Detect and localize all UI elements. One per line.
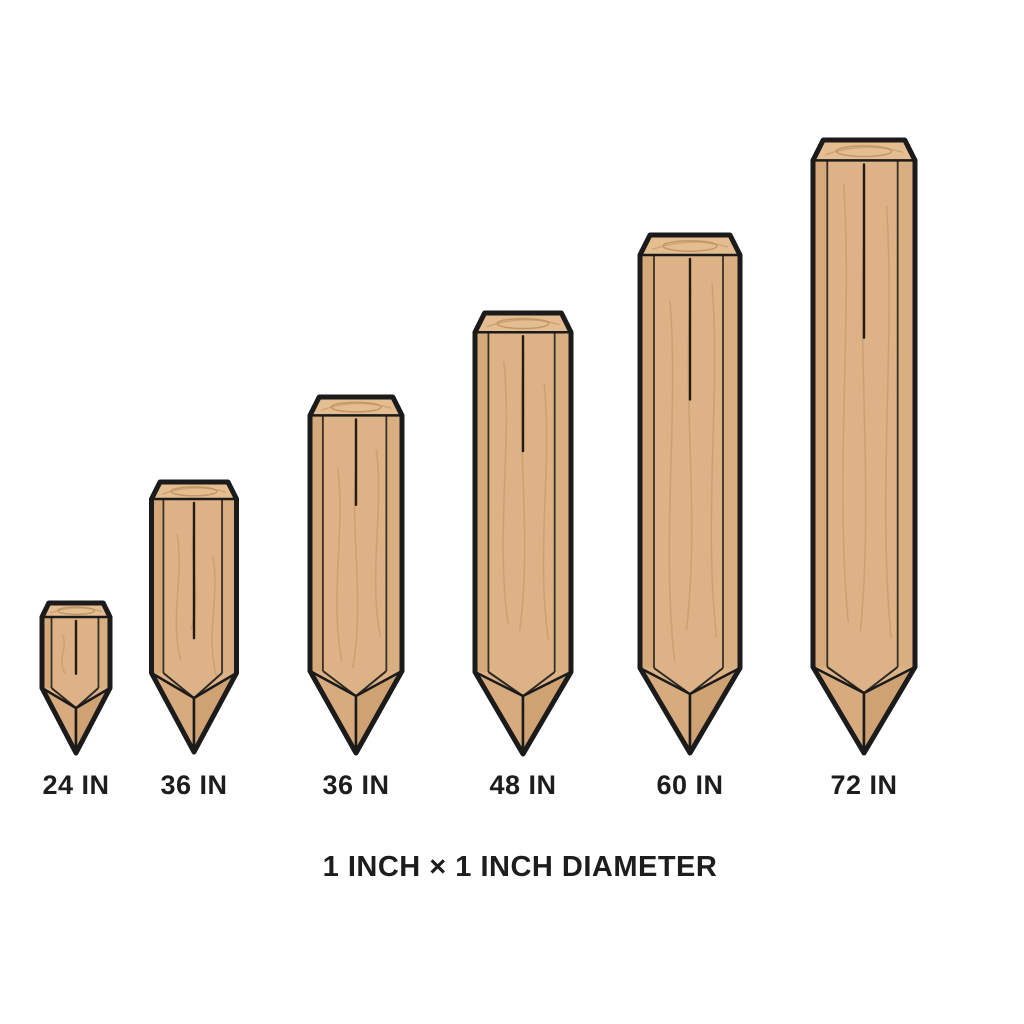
stake-right-chamfer — [386, 415, 402, 671]
wood-grain-line — [859, 214, 867, 632]
stake-illustration — [810, 137, 918, 756]
stake-length-label: 36 IN — [160, 770, 228, 800]
left-taper-line — [653, 667, 691, 695]
right-taper-line — [355, 670, 387, 697]
stake-top-face — [638, 233, 742, 257]
wood-grain-line — [842, 183, 849, 622]
stake-illustration — [307, 394, 405, 756]
stake-right-chamfer — [897, 160, 915, 667]
stake-right-chamfer — [98, 617, 110, 688]
stake-body — [640, 235, 740, 753]
left-taper-line — [487, 671, 524, 697]
stake-outline — [39, 600, 113, 756]
stake-left-chamfer — [813, 160, 828, 667]
stake-body — [475, 313, 571, 754]
stake-top-face — [473, 311, 573, 334]
stake-outline — [472, 310, 574, 757]
end-grain-arc — [825, 146, 903, 156]
wood-grain-line — [211, 555, 218, 677]
wood-grain-line — [336, 467, 343, 661]
stake-right-chamfer — [723, 255, 740, 668]
wood-grain-line — [61, 634, 67, 675]
stake-left-chamfer — [151, 499, 164, 673]
end-grain-arc — [651, 241, 729, 251]
wood-grain-line — [374, 449, 382, 638]
stake-illustration — [472, 310, 574, 757]
stake-top-face — [811, 138, 917, 162]
right-taper-line — [193, 672, 223, 699]
wood-grain-line — [175, 533, 182, 661]
stake-length-label: 60 IN — [656, 770, 724, 800]
wood-grain-line — [685, 291, 693, 631]
right-taper-line — [863, 666, 899, 694]
end-grain-arc — [49, 607, 103, 614]
left-taper-line — [50, 687, 77, 709]
wood-grain-line — [542, 383, 550, 641]
stake-left-chamfer — [475, 332, 489, 672]
stake-left-chamfer — [42, 617, 52, 688]
wood-grain-line — [884, 205, 892, 639]
stake-illustration — [39, 600, 113, 756]
stake-left-chamfer — [310, 415, 323, 671]
right-taper-line — [75, 687, 100, 709]
end-grain-arc — [486, 319, 560, 328]
stake-right-chamfer — [222, 499, 237, 673]
stake-illustration — [637, 232, 743, 756]
end-grain-arc — [320, 402, 392, 411]
stake-length-label: 48 IN — [489, 770, 557, 800]
left-taper-line — [322, 670, 357, 697]
stake-left-chamfer — [640, 255, 654, 668]
stake-outline — [637, 232, 743, 756]
right-taper-line — [689, 667, 724, 695]
wood-grain-line — [668, 300, 676, 662]
left-taper-line — [826, 666, 865, 694]
stake-outline — [149, 479, 239, 755]
left-taper-line — [162, 672, 195, 699]
stake-body — [813, 140, 915, 753]
stake-right-chamfer — [554, 332, 571, 672]
wood-grain-line — [710, 282, 718, 638]
stake-length-label: 24 IN — [42, 770, 110, 800]
stake-outline — [810, 137, 918, 756]
diagram-caption: 1 INCH × 1 INCH DIAMETER — [322, 851, 718, 883]
stake-length-label: 36 IN — [322, 770, 390, 800]
right-taper-line — [522, 671, 556, 697]
stake-outline — [307, 394, 405, 756]
stake-illustration — [149, 479, 239, 755]
end-grain-arc — [161, 487, 227, 495]
stake-length-label: 72 IN — [830, 770, 898, 800]
wood-grain-line — [502, 361, 509, 625]
stake-body — [310, 397, 402, 753]
